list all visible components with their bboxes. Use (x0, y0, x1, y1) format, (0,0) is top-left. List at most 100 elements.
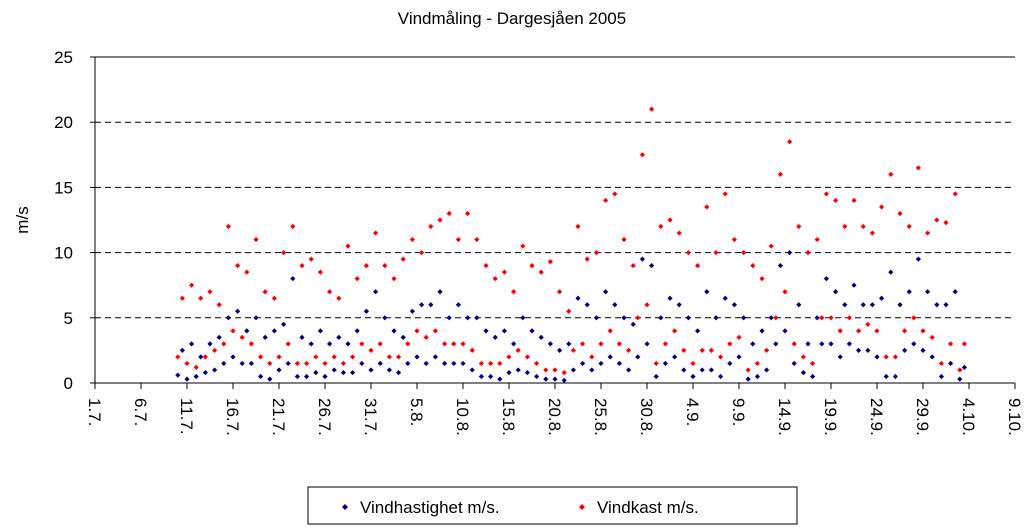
point (363, 263, 369, 269)
point (626, 347, 632, 353)
point (800, 369, 806, 376)
point (331, 367, 337, 373)
point (773, 315, 779, 321)
point (469, 367, 475, 373)
point (662, 360, 668, 367)
point (879, 204, 885, 210)
point (175, 354, 181, 360)
point (373, 289, 379, 295)
point (336, 295, 342, 301)
point (906, 223, 912, 230)
point (552, 376, 558, 382)
point (805, 250, 811, 256)
point (713, 315, 719, 321)
point (428, 302, 434, 308)
point (212, 347, 218, 353)
point (593, 315, 599, 321)
point (699, 367, 705, 373)
point (704, 204, 710, 210)
point (690, 373, 696, 380)
point (373, 230, 379, 236)
x-tick-label: 31.7. (361, 398, 380, 436)
x-tick-label: 5.8. (407, 398, 426, 426)
point (584, 256, 590, 262)
point (281, 321, 287, 327)
point (727, 341, 733, 347)
point (787, 250, 793, 256)
point (327, 289, 333, 295)
point (515, 347, 521, 353)
point (658, 223, 664, 230)
point (446, 210, 452, 217)
point (524, 369, 530, 376)
point (603, 289, 609, 295)
x-tick-label: 19.9. (821, 398, 840, 436)
point (768, 243, 774, 249)
point (929, 354, 935, 360)
point (952, 191, 958, 197)
y-tick-label: 20 (54, 113, 73, 132)
point (639, 152, 645, 158)
point (957, 367, 963, 373)
point (741, 250, 747, 256)
x-tick-label: 15.8. (499, 398, 518, 436)
point (239, 360, 245, 367)
point (580, 360, 586, 367)
point (400, 256, 406, 262)
point (833, 197, 839, 204)
x-tick-label: 10.8. (453, 398, 472, 436)
point (377, 341, 383, 347)
point (575, 295, 581, 301)
point (888, 269, 894, 275)
point (543, 367, 549, 373)
point (207, 289, 213, 295)
point (874, 328, 880, 334)
legend (307, 486, 798, 525)
point (934, 217, 940, 223)
point (575, 223, 581, 230)
point (304, 373, 310, 380)
point (419, 250, 425, 256)
point (860, 302, 866, 308)
point (607, 328, 613, 334)
point (538, 269, 544, 275)
point (828, 315, 834, 321)
point (543, 376, 549, 382)
point (313, 369, 319, 376)
point (626, 367, 632, 373)
point (745, 367, 751, 373)
point (589, 354, 595, 360)
point (796, 302, 802, 308)
point (722, 295, 728, 301)
point (340, 369, 346, 376)
point (216, 302, 222, 308)
point (943, 220, 949, 226)
point (777, 171, 783, 177)
point (649, 106, 655, 112)
point (902, 328, 908, 334)
point (561, 377, 567, 383)
point (396, 369, 402, 376)
point (856, 328, 862, 334)
point (925, 289, 931, 295)
y-axis-label: m/s (13, 206, 32, 233)
point (258, 373, 264, 380)
x-tick-label: 20.8. (545, 398, 564, 436)
point (414, 354, 420, 360)
point (235, 263, 241, 269)
point (225, 223, 231, 230)
point (833, 289, 839, 295)
point (258, 354, 264, 360)
point (534, 360, 540, 367)
point (317, 269, 323, 275)
point (672, 328, 678, 334)
point (777, 263, 783, 269)
point (488, 373, 494, 380)
point (842, 302, 848, 308)
point (336, 334, 342, 340)
point (290, 276, 296, 282)
point (662, 341, 668, 347)
point (396, 354, 402, 360)
point (713, 250, 719, 256)
point (934, 302, 940, 308)
